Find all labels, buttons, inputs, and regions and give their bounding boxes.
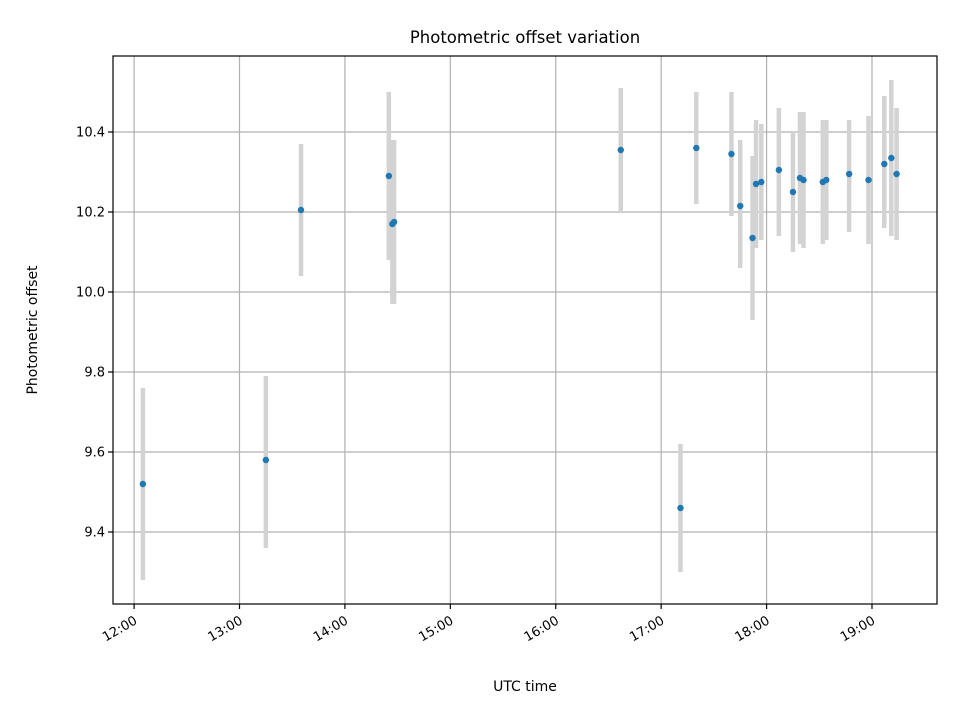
data-point <box>752 180 760 188</box>
data-point <box>737 202 744 210</box>
data-point <box>297 206 305 214</box>
y-tick-label: 9.4 <box>84 526 105 541</box>
data-point <box>823 176 830 184</box>
y-axis-ticks: 9.4 9.6 9.8 10.0 10.2 10.4 <box>76 126 113 541</box>
x-axis-label: UTC time <box>493 679 557 695</box>
chart-title: Photometric offset variation <box>410 28 640 47</box>
data-point <box>865 176 872 184</box>
x-tick-label: 19:00 <box>838 613 878 645</box>
data-point <box>845 170 853 178</box>
y-tick-label: 10.2 <box>76 206 105 221</box>
data-point <box>749 234 756 242</box>
y-tick-label: 9.8 <box>84 366 105 381</box>
data-point <box>800 176 807 184</box>
y-tick-label: 9.6 <box>84 446 105 461</box>
data-points <box>139 144 900 512</box>
plot-frame <box>112 55 938 605</box>
x-tick-label: 18:00 <box>733 613 773 645</box>
data-point <box>789 188 797 196</box>
x-tick-label: 12:00 <box>100 613 140 645</box>
data-point <box>677 504 684 512</box>
x-tick-label: 17:00 <box>627 613 667 645</box>
data-point <box>390 218 398 226</box>
data-point <box>881 160 888 168</box>
x-axis-ticks: 12:00 13:00 14:00 15:00 16:00 17:00 18:00 19:00 <box>100 604 878 645</box>
y-tick-label: 10.4 <box>76 126 105 141</box>
error-bars <box>140 80 899 580</box>
y-tick-label: 10.0 <box>76 286 105 301</box>
data-point <box>139 480 147 488</box>
data-point <box>385 172 393 180</box>
x-tick-label: 16:00 <box>522 613 562 645</box>
data-point <box>775 166 783 174</box>
x-tick-label: 13:00 <box>206 613 246 645</box>
data-point <box>888 154 895 162</box>
x-tick-label: 14:00 <box>311 613 351 645</box>
data-point <box>728 150 735 158</box>
data-point <box>758 178 765 186</box>
data-point <box>262 456 270 464</box>
data-point <box>893 170 900 178</box>
data-point <box>693 144 700 152</box>
grid <box>113 56 937 604</box>
y-axis-label: Photometric offset <box>25 265 41 395</box>
x-tick-label: 15:00 <box>416 613 456 645</box>
data-point <box>617 146 624 154</box>
